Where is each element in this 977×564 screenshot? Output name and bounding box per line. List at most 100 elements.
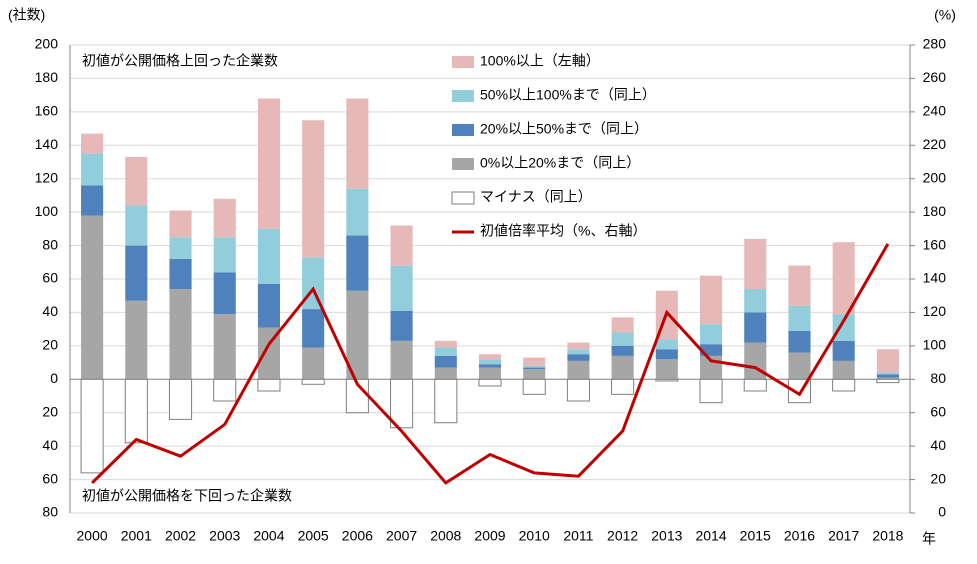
legend-swatch	[452, 124, 474, 136]
x-tick-label: 2014	[695, 528, 726, 544]
y-tick-label: 160	[35, 103, 59, 119]
y2-tick-label: 60	[930, 403, 946, 419]
y-tick-label: 40	[42, 303, 58, 319]
x-tick-label: 2004	[253, 528, 284, 544]
y-tick-label: 120	[35, 169, 59, 185]
bar	[81, 215, 104, 380]
y-tick-label: 80	[42, 236, 58, 252]
bar	[700, 275, 723, 325]
bar	[169, 258, 192, 290]
bar	[523, 369, 546, 380]
y-tick-label: 100	[35, 203, 59, 219]
bar	[434, 347, 457, 356]
bar	[125, 205, 148, 246]
bar	[125, 300, 148, 380]
bar	[876, 349, 899, 373]
legend-swatch	[452, 90, 474, 102]
x-tick-label: 2016	[784, 528, 815, 544]
bar	[213, 198, 236, 238]
bar	[655, 349, 678, 360]
bar	[434, 355, 457, 368]
y2-tick-label: 180	[923, 203, 947, 219]
bar	[478, 378, 502, 387]
legend-label: 50%以上100%まで（同上）	[480, 87, 656, 103]
bar	[611, 345, 634, 356]
x-tick-label: 2000	[77, 528, 108, 544]
bar	[567, 354, 590, 361]
y2-tick-label: 0	[938, 504, 946, 520]
bar	[302, 347, 325, 380]
bar	[301, 378, 325, 385]
y-tick-label: 180	[35, 69, 59, 85]
bar	[346, 188, 369, 236]
bar	[522, 378, 546, 395]
bar	[876, 378, 900, 384]
bar	[788, 330, 811, 353]
bar	[744, 238, 767, 290]
bar	[434, 340, 457, 348]
bar	[257, 327, 280, 380]
bar	[523, 367, 546, 370]
bar	[478, 359, 502, 365]
bar	[390, 310, 413, 341]
bar	[876, 372, 899, 375]
bar	[876, 377, 899, 380]
y-tick-label: 20	[42, 403, 58, 419]
bar	[346, 235, 369, 291]
bar	[169, 210, 192, 238]
bar	[523, 357, 546, 366]
x-tick-label: 2017	[828, 528, 859, 544]
y-tick-label: 200	[35, 36, 59, 52]
bar	[832, 314, 855, 341]
bar	[257, 378, 281, 392]
bar	[744, 289, 767, 313]
bar	[302, 257, 325, 310]
y2-tick-label: 160	[923, 236, 947, 252]
bar	[655, 339, 678, 350]
bar	[124, 378, 148, 444]
y2-axis-label: (%)	[934, 7, 956, 23]
bar	[700, 324, 723, 345]
bar	[257, 98, 280, 229]
x-tick-label: 2018	[872, 528, 903, 544]
bar	[169, 289, 192, 380]
y-tick-label: 60	[42, 270, 58, 286]
y2-tick-label: 140	[923, 270, 947, 286]
legend-swatch	[452, 56, 474, 68]
bar	[788, 305, 811, 331]
bar	[788, 265, 811, 306]
bar	[832, 360, 855, 380]
y-tick-label: 60	[42, 470, 58, 486]
y2-tick-label: 80	[930, 370, 946, 386]
x-tick-label: 2011	[563, 528, 593, 544]
bar	[346, 98, 369, 189]
y2-tick-label: 240	[923, 103, 947, 119]
y2-tick-label: 220	[923, 136, 947, 152]
line-series	[91, 243, 890, 485]
bar	[611, 378, 635, 395]
bar	[213, 378, 237, 402]
bar	[213, 237, 236, 273]
x-tick-label: 2012	[607, 528, 638, 544]
bar	[788, 352, 811, 380]
bar	[125, 245, 148, 301]
y-tick-label: 0	[50, 370, 58, 386]
bar	[302, 120, 325, 258]
bar	[390, 378, 414, 429]
legend-label: 初値倍率平均（%、右軸）	[480, 223, 646, 239]
bar	[478, 364, 502, 368]
legend-label: 0%以上20%まで（同上）	[480, 155, 640, 171]
bar	[876, 374, 899, 378]
bar	[523, 365, 546, 368]
y2-tick-label: 260	[923, 69, 947, 85]
x-tick-label: 2005	[298, 528, 329, 544]
y-tick-label: 80	[42, 504, 58, 520]
bar	[257, 284, 280, 328]
y2-tick-label: 200	[923, 169, 947, 185]
y-tick-label: 40	[42, 437, 58, 453]
bar	[81, 133, 104, 154]
bar	[611, 332, 634, 346]
y2-tick-label: 120	[923, 303, 947, 319]
bar	[566, 378, 590, 402]
